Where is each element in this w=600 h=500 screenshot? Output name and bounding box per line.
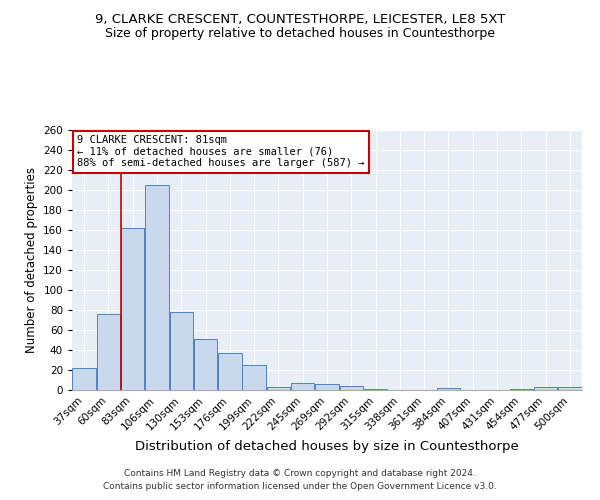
Bar xyxy=(437,388,460,390)
Bar xyxy=(121,228,145,390)
Text: Contains HM Land Registry data © Crown copyright and database right 2024.: Contains HM Land Registry data © Crown c… xyxy=(124,468,476,477)
Bar xyxy=(534,387,557,390)
Bar xyxy=(194,339,217,390)
Text: 9, CLARKE CRESCENT, COUNTESTHORPE, LEICESTER, LE8 5XT: 9, CLARKE CRESCENT, COUNTESTHORPE, LEICE… xyxy=(95,12,505,26)
Bar xyxy=(145,185,169,390)
Text: Size of property relative to detached houses in Countesthorpe: Size of property relative to detached ho… xyxy=(105,28,495,40)
Bar xyxy=(218,353,242,390)
Bar xyxy=(315,384,339,390)
Text: Contains public sector information licensed under the Open Government Licence v3: Contains public sector information licen… xyxy=(103,482,497,491)
X-axis label: Distribution of detached houses by size in Countesthorpe: Distribution of detached houses by size … xyxy=(135,440,519,453)
Bar xyxy=(291,383,314,390)
Bar xyxy=(558,387,581,390)
Bar xyxy=(170,312,193,390)
Bar xyxy=(364,389,388,390)
Bar xyxy=(242,365,266,390)
Bar xyxy=(509,389,533,390)
Bar xyxy=(340,386,363,390)
Bar xyxy=(97,314,120,390)
Text: 9 CLARKE CRESCENT: 81sqm
← 11% of detached houses are smaller (76)
88% of semi-d: 9 CLARKE CRESCENT: 81sqm ← 11% of detach… xyxy=(77,135,365,168)
Y-axis label: Number of detached properties: Number of detached properties xyxy=(25,167,38,353)
Bar xyxy=(73,368,96,390)
Bar xyxy=(266,387,290,390)
